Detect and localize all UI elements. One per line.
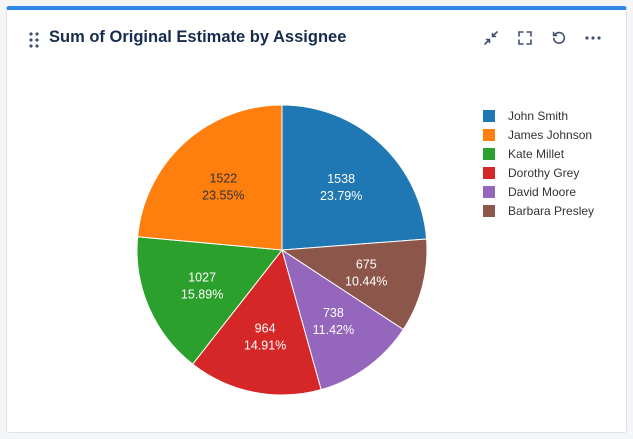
- pie-slice-james-johnson[interactable]: [137, 104, 283, 251]
- pie-slice-david-moore[interactable]: [281, 248, 404, 391]
- legend-item[interactable]: James Johnson: [483, 125, 594, 144]
- slice-percent-label: 11.42%: [313, 323, 354, 337]
- minimize-icon[interactable]: [480, 27, 502, 49]
- slice-percent-label: 23.79%: [320, 189, 362, 203]
- slice-value-label: 1522: [209, 172, 237, 186]
- legend-label: Barbara Presley: [508, 203, 595, 218]
- widget-actions: [480, 26, 604, 50]
- legend-item[interactable]: John Smith: [483, 106, 594, 125]
- legend-label: David Moore: [508, 184, 577, 199]
- legend-swatch: [483, 204, 495, 217]
- slice-value-label: 1538: [327, 172, 355, 186]
- legend-label: James Johnson: [508, 127, 593, 142]
- chart-widget: Sum of Original Estimate by Assignee: [6, 6, 627, 433]
- legend-swatch: [483, 147, 495, 160]
- pie-slice-dorothy-grey[interactable]: [191, 248, 322, 396]
- slice-percent-label: 10.44%: [345, 275, 387, 289]
- legend-swatch: [483, 166, 495, 179]
- legend-swatch: [483, 109, 495, 122]
- chart-legend: John Smith James Johnson Kate Millet Doroth…: [483, 106, 594, 220]
- slice-percent-label: 23.55%: [202, 189, 244, 203]
- slice-value-label: 738: [323, 306, 344, 320]
- refresh-icon[interactable]: [548, 27, 570, 49]
- pie-chart-area: 1538 23.79% 675 10.44% 738 11.42% 964 14.91% 102…: [7, 66, 628, 433]
- more-icon[interactable]: [582, 27, 604, 49]
- slice-percent-label: 15.89%: [181, 288, 223, 302]
- legend-swatch: [483, 128, 495, 141]
- pie-slice-barbara-presley[interactable]: [280, 238, 428, 331]
- slice-value-label: 675: [356, 258, 377, 272]
- widget-header: Sum of Original Estimate by Assignee: [7, 10, 626, 66]
- legend-label: Kate Millet: [508, 146, 565, 161]
- legend-item[interactable]: Dorothy Grey: [483, 163, 594, 182]
- slice-value-label: 1027: [188, 271, 216, 285]
- legend-item[interactable]: David Moore: [483, 182, 594, 201]
- widget-title: Sum of Original Estimate by Assignee: [49, 28, 347, 46]
- slice-value-label: 964: [255, 321, 276, 335]
- slice-percent-label: 14.91%: [244, 338, 286, 352]
- fullscreen-icon[interactable]: [514, 27, 536, 49]
- legend-label: Dorothy Grey: [508, 165, 580, 180]
- pie-chart: 1538 23.79% 675 10.44% 738 11.42% 964 14.91% 102…: [136, 104, 428, 396]
- pie-slice-john-smith[interactable]: [281, 104, 428, 251]
- legend-item[interactable]: Kate Millet: [483, 144, 594, 163]
- legend-label: John Smith: [508, 108, 569, 123]
- pie-slice-kate-millet[interactable]: [136, 236, 283, 365]
- legend-swatch: [483, 185, 495, 198]
- drag-handle-icon[interactable]: [29, 32, 39, 48]
- legend-item[interactable]: Barbara Presley: [483, 201, 594, 220]
